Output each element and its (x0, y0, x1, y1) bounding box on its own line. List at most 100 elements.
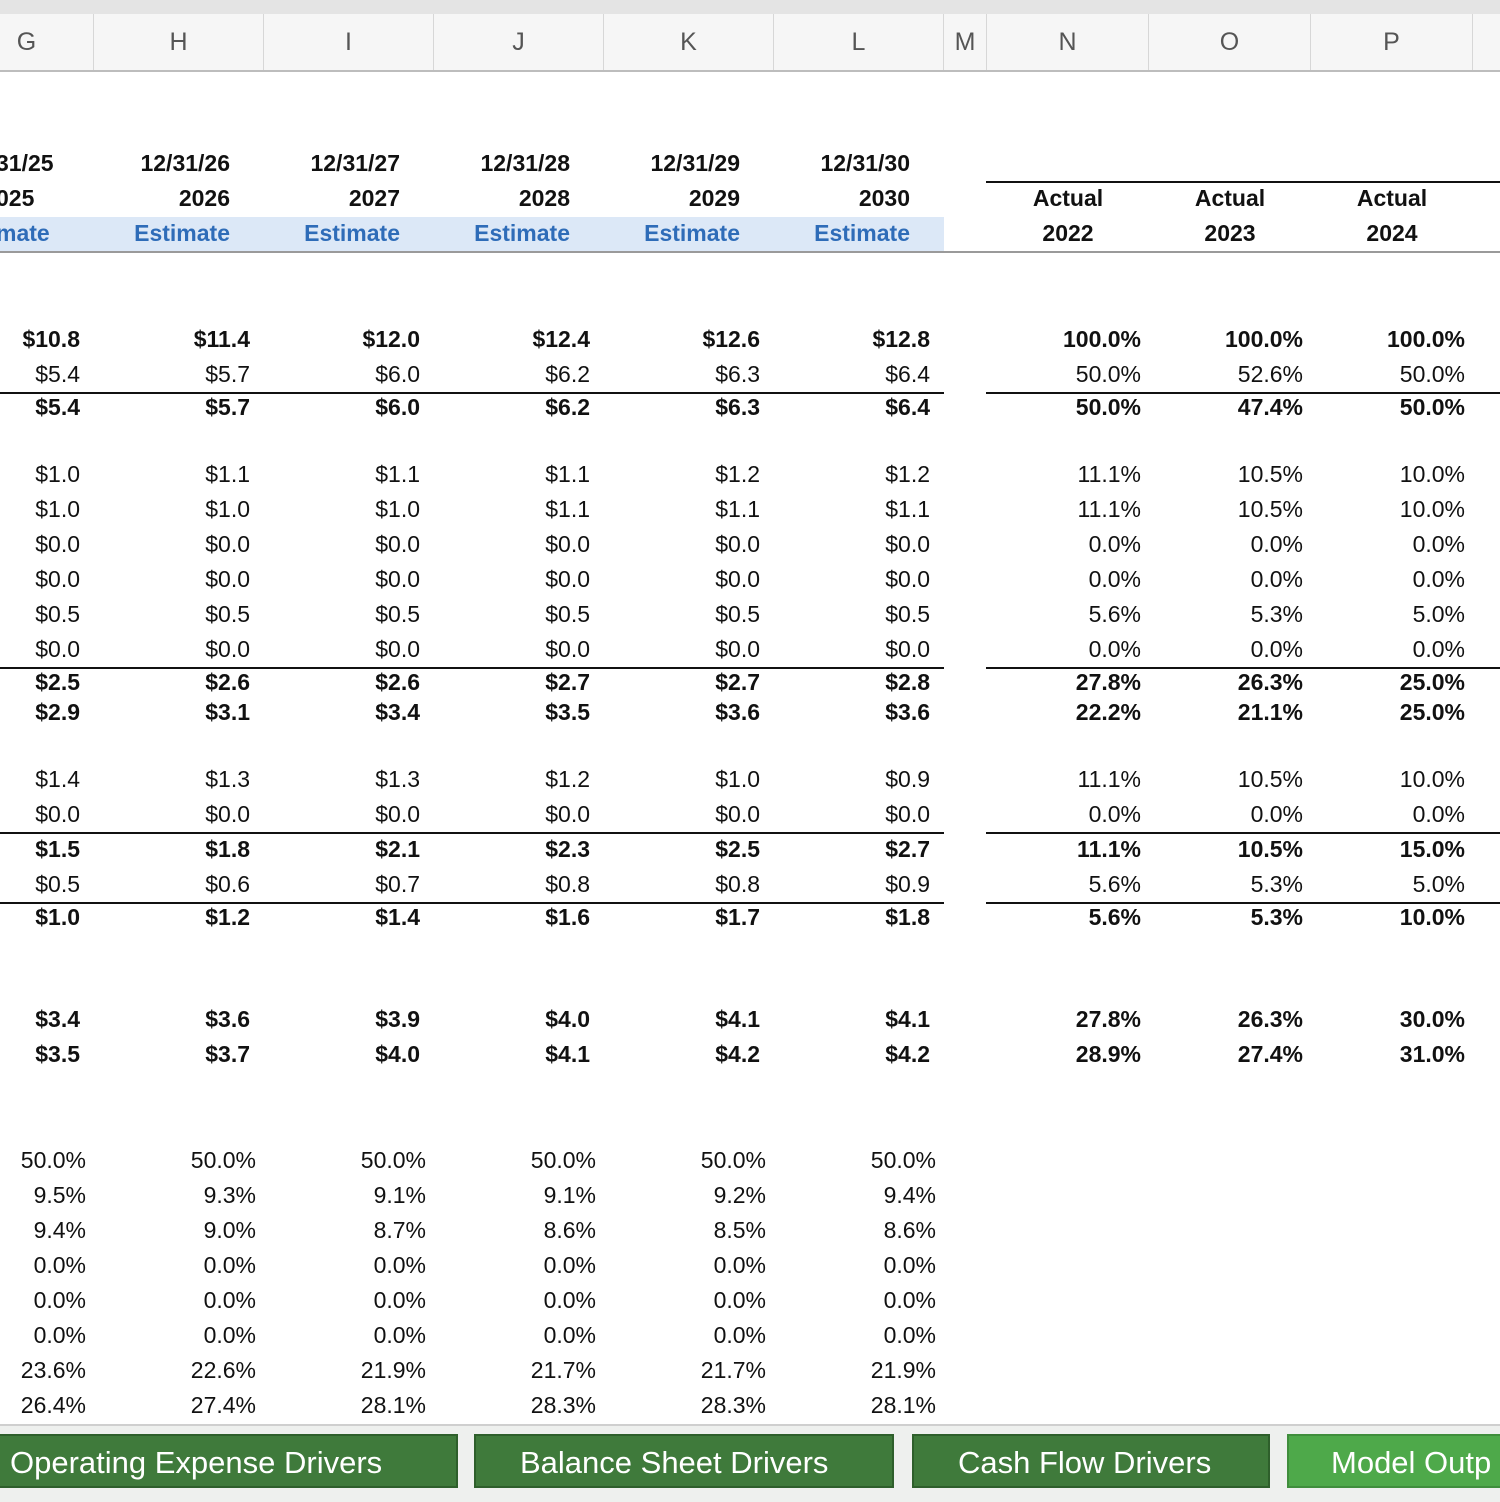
value-cell: $0.0 (205, 636, 250, 662)
sheet-tab-4[interactable]: Model Outp (1287, 1434, 1500, 1488)
ratio-cell: 50.0% (360, 1147, 426, 1173)
ratio-cell: 28.1% (870, 1392, 936, 1418)
value-cell: $10.8 (22, 326, 80, 352)
column-header-o[interactable]: O (1149, 14, 1311, 70)
subtotal-rule (0, 902, 944, 904)
value-cell: $3.6 (715, 699, 760, 725)
value-cell: $0.0 (35, 531, 80, 557)
value-cell: $1.1 (885, 496, 930, 522)
value-cell: $6.0 (375, 361, 420, 387)
percent-cell: 0.0% (1088, 801, 1141, 827)
ratio-cell: 0.0% (883, 1252, 936, 1278)
spreadsheet-grid[interactable]: 31/25 025 mate 12/31/26 2026 Estimate 12/31/27… (0, 72, 1500, 1424)
value-cell: $0.0 (205, 566, 250, 592)
ratio-cell: 0.0% (203, 1287, 256, 1313)
value-cell: $2.6 (205, 669, 250, 695)
percent-cell: 5.3% (1250, 904, 1303, 930)
value-cell: $0.5 (35, 871, 80, 897)
value-cell: $0.0 (375, 531, 420, 557)
ratio-cell: 21.9% (360, 1357, 426, 1383)
ratio-cell: 50.0% (20, 1147, 86, 1173)
value-cell: $0.0 (885, 636, 930, 662)
value-cell: $1.2 (545, 766, 590, 792)
subtotal-rule (986, 832, 1500, 834)
value-cell: $4.2 (885, 1041, 930, 1067)
value-cell: $0.5 (375, 601, 420, 627)
ratio-cell: 9.4% (33, 1217, 86, 1243)
percent-cell: 31.0% (1399, 1041, 1465, 1067)
percent-cell: 50.0% (1075, 394, 1141, 420)
value-cell: $3.5 (545, 699, 590, 725)
column-header-j[interactable]: J (434, 14, 604, 70)
value-cell: $11.4 (193, 326, 250, 352)
value-cell: $12.6 (702, 326, 760, 352)
percent-cell: 100.0% (1386, 326, 1465, 352)
ratio-cell: 0.0% (203, 1322, 256, 1348)
value-cell: $0.8 (715, 871, 760, 897)
ratio-cell: 0.0% (883, 1287, 936, 1313)
value-cell: $1.6 (545, 904, 590, 930)
value-cell: $5.7 (205, 361, 250, 387)
percent-cell: 47.4% (1237, 394, 1303, 420)
ratio-cell: 0.0% (543, 1322, 596, 1348)
value-cell: $1.1 (715, 496, 760, 522)
ratio-cell: 22.6% (190, 1357, 256, 1383)
value-cell: $0.0 (375, 801, 420, 827)
column-header-l[interactable]: L (774, 14, 944, 70)
column-header-p[interactable]: P (1311, 14, 1473, 70)
value-cell: $0.0 (545, 636, 590, 662)
percent-cell: 0.0% (1250, 566, 1303, 592)
value-cell: $0.0 (885, 801, 930, 827)
value-cell: $5.4 (35, 394, 80, 420)
ratio-cell: 8.6% (543, 1217, 596, 1243)
ratio-cell: 0.0% (883, 1322, 936, 1348)
value-cell: $0.7 (375, 871, 420, 897)
value-cell: $1.0 (35, 904, 80, 930)
value-cell: $2.5 (35, 669, 80, 695)
percent-cell: 0.0% (1412, 636, 1465, 662)
ratio-cell: 9.4% (883, 1182, 936, 1208)
subtotal-rule (986, 392, 1500, 394)
column-header-n[interactable]: N (987, 14, 1149, 70)
percent-cell: 15.0% (1399, 836, 1465, 862)
column-header-next[interactable] (1473, 14, 1500, 70)
value-cell: $1.0 (375, 496, 420, 522)
ratio-cell: 0.0% (33, 1252, 86, 1278)
value-cell: $2.8 (885, 669, 930, 695)
value-cell: $3.7 (205, 1041, 250, 1067)
ratio-cell: 26.4% (20, 1392, 86, 1418)
column-header-g[interactable]: G (0, 14, 94, 70)
percent-cell: 0.0% (1250, 636, 1303, 662)
subtotal-rule (0, 392, 944, 394)
value-cell: $2.7 (545, 669, 590, 695)
ratio-cell: 50.0% (530, 1147, 596, 1173)
percent-cell: 0.0% (1088, 566, 1141, 592)
ratio-cell: 0.0% (543, 1252, 596, 1278)
value-cell: $3.6 (205, 1006, 250, 1032)
column-header-i[interactable]: I (264, 14, 434, 70)
sheet-tab-1[interactable]: Operating Expense Drivers (0, 1434, 458, 1488)
ratio-cell: 0.0% (713, 1287, 766, 1313)
period-date: 12/31/30 (820, 150, 910, 176)
value-cell: $3.6 (885, 699, 930, 725)
period-type: Estimate (644, 220, 740, 246)
percent-cell: 10.5% (1237, 836, 1303, 862)
ratio-cell: 50.0% (700, 1147, 766, 1173)
header-rule-bottom (0, 251, 1500, 253)
period-date: 12/31/27 (310, 150, 400, 176)
percent-cell: 5.6% (1088, 904, 1141, 930)
value-cell: $3.1 (205, 699, 250, 725)
column-header-h[interactable]: H (94, 14, 264, 70)
percent-cell: 10.5% (1237, 766, 1303, 792)
column-header-m[interactable]: M (944, 14, 987, 70)
percent-cell: 50.0% (1399, 361, 1465, 387)
actual-label: Actual (1032, 185, 1104, 211)
value-cell: $6.0 (375, 394, 420, 420)
sheet-tab-3[interactable]: Cash Flow Drivers (912, 1434, 1270, 1488)
column-header-k[interactable]: K (604, 14, 774, 70)
sheet-tab-2[interactable]: Balance Sheet Drivers (474, 1434, 894, 1488)
ratio-cell: 8.5% (713, 1217, 766, 1243)
percent-cell: 10.5% (1237, 461, 1303, 487)
ratio-cell: 28.1% (360, 1392, 426, 1418)
